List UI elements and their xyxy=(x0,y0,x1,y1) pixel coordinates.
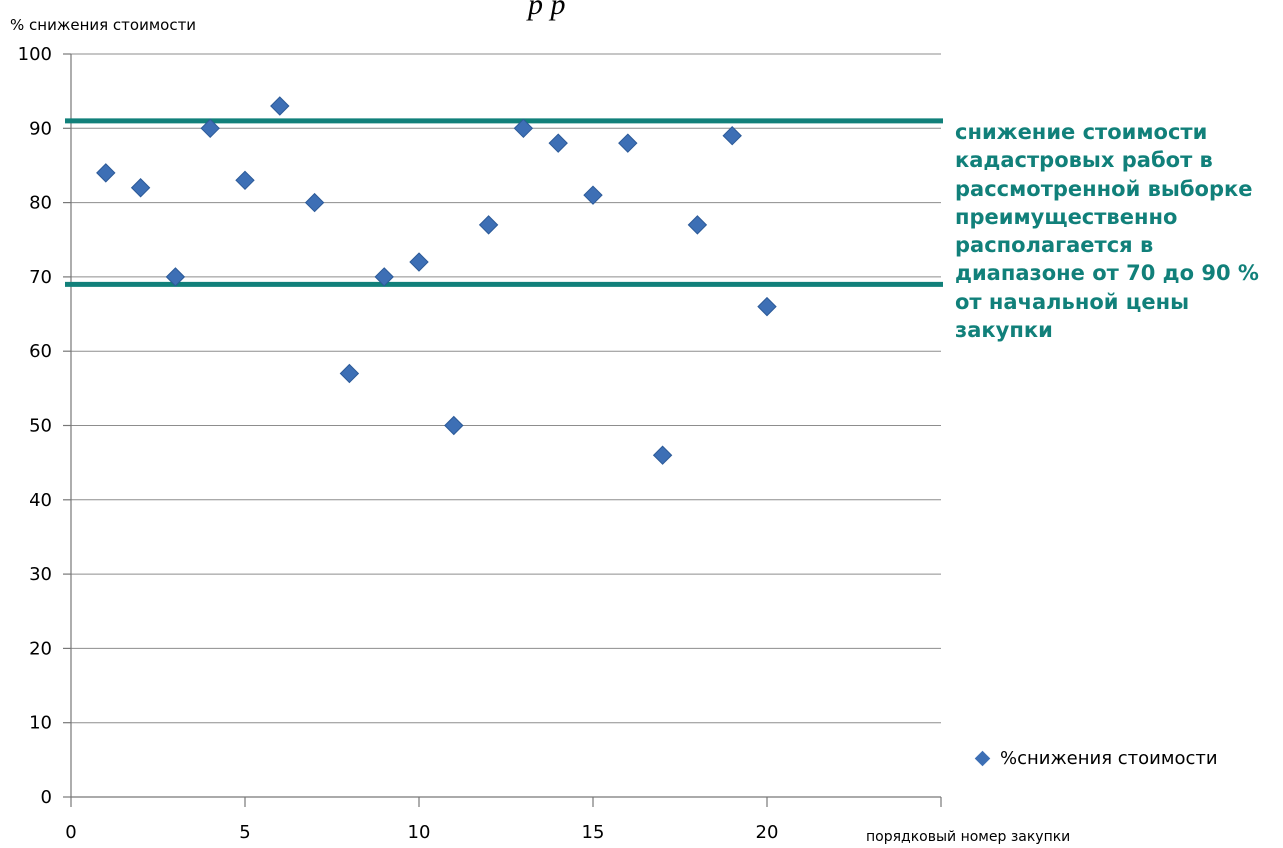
data-point-17 xyxy=(652,445,673,465)
y-tick-label-40: 40 xyxy=(29,490,52,511)
chart-legend: %снижения стоимости xyxy=(974,748,1218,769)
y-tick-label-80: 80 xyxy=(29,193,52,214)
y-tick-label-60: 60 xyxy=(29,341,52,362)
y-tick-label-0: 0 xyxy=(41,787,52,808)
y-ticks: 0 10 20 30 40 50 60 70 80 90 100 xyxy=(18,44,71,808)
annotation-line-4: преимущественно xyxy=(955,204,1178,229)
scatter-points xyxy=(96,96,777,465)
data-point-19 xyxy=(722,126,742,146)
annotation-line-6: диапазоне от 70 до 90 % xyxy=(955,261,1259,286)
y-tick-label-70: 70 xyxy=(29,267,52,288)
data-point-3 xyxy=(165,267,186,287)
data-point-13 xyxy=(513,118,534,139)
x-ticks: 0 5 10 15 20 xyxy=(65,797,942,843)
annotation-line-8: закупки xyxy=(955,318,1053,343)
data-point-7 xyxy=(304,192,325,213)
data-point-10 xyxy=(409,252,429,272)
data-point-16 xyxy=(618,133,638,153)
legend-label: %снижения стоимости xyxy=(1000,748,1218,769)
annotation-line-2: кадастровых работ в xyxy=(955,148,1213,173)
data-point-5 xyxy=(235,170,255,191)
annotation-line-3: рассмотренной выборке xyxy=(955,176,1253,201)
annotation-line-7: от начальной цены xyxy=(955,289,1190,314)
x-tick-label-5: 5 xyxy=(239,822,250,843)
top-text-fragment: р р xyxy=(528,0,566,21)
data-point-15 xyxy=(583,185,603,205)
chart-annotation: снижение стоимости кадастровых работ в р… xyxy=(955,118,1280,344)
data-point-2 xyxy=(130,178,151,198)
x-tick-label-15: 15 xyxy=(582,822,605,843)
data-point-8 xyxy=(339,363,360,384)
data-point-14 xyxy=(548,133,568,153)
y-tick-label-30: 30 xyxy=(29,564,52,585)
data-point-1 xyxy=(96,163,116,183)
data-point-18 xyxy=(687,215,708,235)
data-point-6 xyxy=(270,96,290,116)
data-point-4 xyxy=(200,118,220,139)
legend-marker-diamond-icon xyxy=(974,750,991,767)
data-point-20 xyxy=(757,296,777,317)
x-tick-label-0: 0 xyxy=(65,822,76,843)
data-point-9 xyxy=(374,267,394,287)
y-tick-label-20: 20 xyxy=(29,638,52,659)
x-tick-label-20: 20 xyxy=(756,822,779,843)
x-axis-title: порядковый номер закупки xyxy=(866,829,1071,845)
annotation-line-1: снижение стоимости xyxy=(955,120,1208,144)
y-tick-label-10: 10 xyxy=(29,713,52,734)
y-tick-label-100: 100 xyxy=(18,44,52,65)
gridlines xyxy=(71,53,941,798)
data-point-12 xyxy=(478,215,499,235)
annotation-line-5: располагается в xyxy=(955,233,1154,258)
y-axis-title: % снижения стоимости xyxy=(10,16,197,34)
y-tick-label-50: 50 xyxy=(29,416,52,437)
y-tick-label-90: 90 xyxy=(29,118,52,139)
data-point-11 xyxy=(444,415,464,436)
x-tick-label-10: 10 xyxy=(408,822,431,843)
